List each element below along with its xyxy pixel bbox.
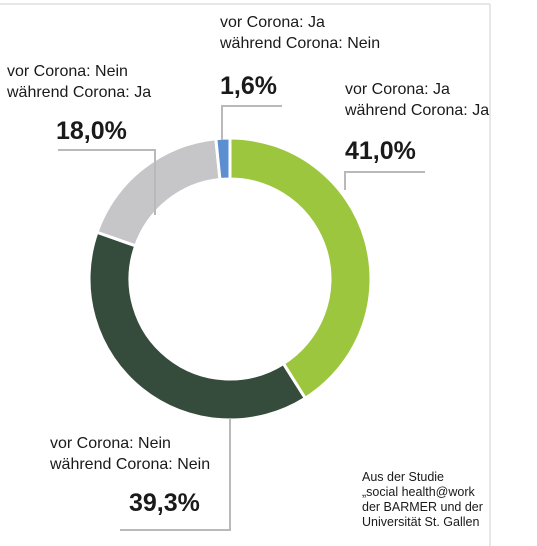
slice-value-nein-nein: 39,3% bbox=[129, 489, 200, 517]
slice-nein-nein bbox=[87, 230, 308, 422]
source-note-line4: Universität St. Gallen bbox=[362, 515, 480, 529]
slice-value-ja-nein: 1,6% bbox=[220, 72, 277, 100]
slice-label-ja-ja: vor Corona: Ja während Corona: Ja bbox=[345, 79, 489, 121]
source-note-line2: „social health@work bbox=[362, 485, 475, 499]
donut-slices bbox=[87, 136, 373, 422]
source-note-line1: Aus der Studie bbox=[362, 470, 444, 484]
source-note-line3: der BARMER und der bbox=[362, 500, 483, 514]
slice-label-nein-nein-line1: vor Corona: Nein bbox=[50, 435, 171, 452]
slice-label-ja-nein-line1: vor Corona: Ja bbox=[220, 14, 325, 31]
slice-label-ja-nein-line2: während Corona: Nein bbox=[220, 35, 381, 52]
slice-label-ja-nein: vor Corona: Ja während Corona: Nein bbox=[220, 12, 380, 54]
slice-label-nein-ja: vor Corona: Nein während Corona: Ja bbox=[7, 61, 151, 103]
leader-line-nein-ja bbox=[58, 149, 156, 215]
slice-label-nein-nein: vor Corona: Nein während Corona: Nein bbox=[50, 433, 210, 475]
slice-label-ja-ja-line2: während Corona: Ja bbox=[345, 102, 490, 119]
slice-label-nein-nein-line2: während Corona: Nein bbox=[50, 456, 211, 473]
slice-label-nein-ja-line2: während Corona: Ja bbox=[7, 84, 152, 101]
slice-ja-nein bbox=[214, 136, 232, 182]
slice-label-ja-ja-line1: vor Corona: Ja bbox=[345, 81, 450, 98]
leader-line-ja-ja bbox=[344, 171, 425, 190]
leader-line-ja-nein bbox=[221, 105, 282, 140]
slice-ja-ja bbox=[228, 136, 373, 401]
slice-nein-ja bbox=[95, 137, 222, 248]
slice-value-nein-ja: 18,0% bbox=[56, 117, 127, 145]
leader-line-nein-nein bbox=[120, 418, 231, 531]
source-note: Aus der Studie „social health@work der B… bbox=[362, 470, 483, 530]
leader-lines bbox=[58, 105, 425, 531]
slice-value-ja-ja: 41,0% bbox=[345, 137, 416, 165]
slice-label-nein-ja-line1: vor Corona: Nein bbox=[7, 63, 128, 80]
